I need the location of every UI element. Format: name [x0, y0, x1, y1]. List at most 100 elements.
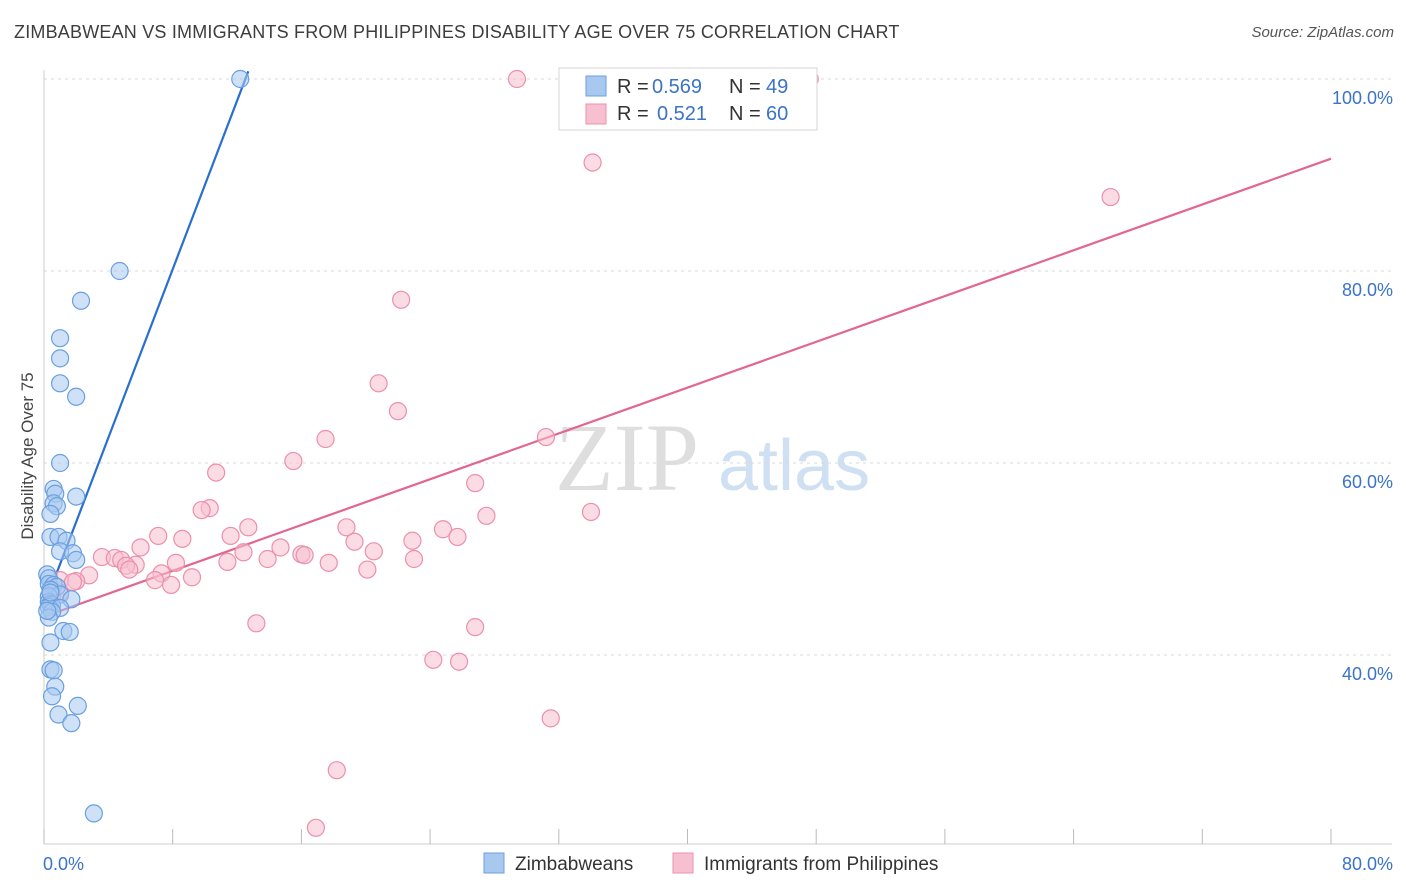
- data-point-philippines: [327, 761, 346, 780]
- data-point-zimbabweans: [67, 387, 86, 406]
- data-point-philippines: [218, 552, 237, 571]
- data-point-zimbabweans: [50, 349, 70, 368]
- legend-r-value-2: 0.521: [657, 103, 707, 125]
- data-point-philippines: [207, 463, 226, 482]
- data-point-zimbabweans: [71, 291, 91, 310]
- data-point-philippines: [234, 543, 253, 562]
- data-point-philippines: [581, 502, 601, 522]
- data-point-zimbabweans: [67, 550, 86, 570]
- bottom-legend-swatch-pink: [672, 852, 694, 874]
- data-point-philippines: [1101, 187, 1120, 207]
- series-legend: Zimbabweans Immigrants from Philippines: [483, 852, 938, 875]
- data-point-philippines: [247, 614, 266, 633]
- data-point-zimbabweans: [38, 601, 57, 620]
- data-point-philippines: [358, 560, 377, 579]
- data-point-philippines: [424, 650, 443, 669]
- data-point-philippines: [388, 402, 408, 421]
- data-point-philippines: [166, 553, 186, 572]
- data-point-zimbabweans: [110, 261, 129, 281]
- data-point-philippines: [258, 549, 277, 569]
- data-point-philippines: [173, 529, 192, 548]
- data-point-philippines: [319, 553, 338, 572]
- axes: [43, 70, 1392, 845]
- data-point-philippines: [284, 451, 303, 471]
- source-label: Source: ZipAtlas.com: [1251, 24, 1394, 41]
- data-point-philippines: [149, 526, 168, 546]
- data-point-philippines: [345, 532, 364, 551]
- data-point-zimbabweans: [49, 705, 68, 724]
- data-point-philippines: [433, 520, 453, 539]
- legend-r-label-1: R =: [617, 76, 649, 98]
- x-tick-label: 80.0%: [1342, 854, 1393, 874]
- trendline-zimbabweans: [47, 70, 250, 594]
- legend-swatch-pink: [585, 103, 607, 125]
- data-point-philippines: [306, 818, 325, 837]
- data-point-zimbabweans: [44, 661, 63, 680]
- legend-n-label-2: N =: [729, 103, 761, 125]
- watermark-atlas: atlas: [718, 426, 870, 506]
- data-point-zimbabweans: [50, 453, 70, 473]
- x-tick-label: 0.0%: [43, 854, 84, 874]
- data-point-zimbabweans: [42, 687, 62, 706]
- data-point-philippines: [161, 575, 181, 595]
- legend-n-label-1: N =: [729, 76, 761, 98]
- data-point-philippines: [295, 546, 314, 565]
- data-point-philippines: [403, 531, 422, 550]
- data-point-zimbabweans: [50, 329, 70, 348]
- data-point-philippines: [145, 571, 165, 590]
- data-point-philippines: [466, 618, 485, 637]
- data-point-philippines: [466, 474, 485, 493]
- points-philippines: [42, 69, 1120, 837]
- data-point-zimbabweans: [62, 714, 81, 733]
- data-point-philippines: [120, 560, 139, 579]
- data-point-zimbabweans: [41, 583, 60, 602]
- data-point-zimbabweans: [84, 804, 103, 823]
- data-point-philippines: [404, 549, 424, 569]
- bottom-legend-label-philippines: Immigrants from Philippines: [704, 854, 938, 875]
- trendline-philippines: [43, 157, 1332, 618]
- data-point-philippines: [271, 538, 290, 557]
- correlation-legend: R = 0.569 N = 49 R = 0.521 N = 60: [558, 67, 818, 131]
- legend-r-value-1: 0.569: [652, 76, 702, 98]
- watermark-zip: ZIP: [555, 404, 699, 511]
- data-point-philippines: [369, 374, 388, 393]
- legend-swatch-blue: [585, 75, 607, 97]
- data-point-philippines: [239, 518, 258, 537]
- legend-n-value-2: 60: [766, 103, 788, 125]
- legend-n-value-1: 49: [766, 76, 788, 98]
- bottom-legend-swatch-blue: [483, 852, 505, 874]
- data-point-philippines: [448, 527, 467, 547]
- data-point-philippines: [316, 429, 335, 449]
- data-point-philippines: [182, 568, 202, 587]
- data-point-zimbabweans: [68, 696, 87, 715]
- data-point-philippines: [477, 506, 496, 525]
- data-point-zimbabweans: [50, 374, 70, 393]
- data-point-philippines: [131, 538, 150, 557]
- tick-labels: 40.0% 60.0% 80.0% 100.0% 0.0% 80.0%: [43, 88, 1393, 874]
- y-tick-label: 80.0%: [1342, 280, 1393, 300]
- data-point-zimbabweans: [41, 504, 60, 523]
- data-point-philippines: [507, 69, 527, 89]
- data-point-zimbabweans: [231, 69, 250, 89]
- legend-r-label-2: R =: [617, 103, 649, 125]
- data-point-philippines: [392, 290, 411, 309]
- points-zimbabweans: [38, 69, 250, 823]
- data-point-philippines: [583, 153, 602, 172]
- data-point-zimbabweans: [41, 633, 60, 652]
- data-point-philippines: [449, 652, 469, 671]
- data-point-zimbabweans: [67, 487, 86, 506]
- grid: [44, 78, 1392, 656]
- data-point-zimbabweans: [60, 622, 79, 642]
- y-axis-label: Disability Age Over 75: [18, 372, 37, 539]
- y-tick-label: 100.0%: [1332, 88, 1393, 108]
- chart-title: ZIMBABWEAN VS IMMIGRANTS FROM PHILIPPINE…: [14, 22, 900, 42]
- data-point-philippines: [221, 526, 240, 546]
- data-point-philippines: [364, 542, 383, 561]
- bottom-legend-label-zimbabweans: Zimbabweans: [515, 854, 633, 875]
- data-point-philippines: [337, 518, 356, 537]
- trend-lines: [43, 70, 1332, 618]
- data-point-philippines: [536, 427, 556, 447]
- y-tick-label: 40.0%: [1342, 664, 1393, 684]
- y-tick-label: 60.0%: [1342, 472, 1393, 492]
